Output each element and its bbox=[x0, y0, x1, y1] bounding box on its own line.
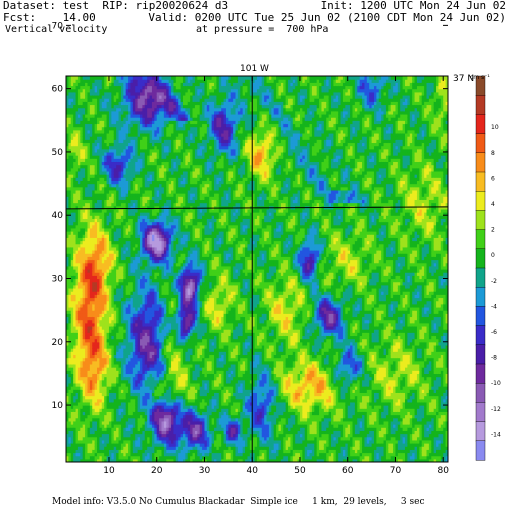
velocity-field bbox=[66, 76, 449, 463]
